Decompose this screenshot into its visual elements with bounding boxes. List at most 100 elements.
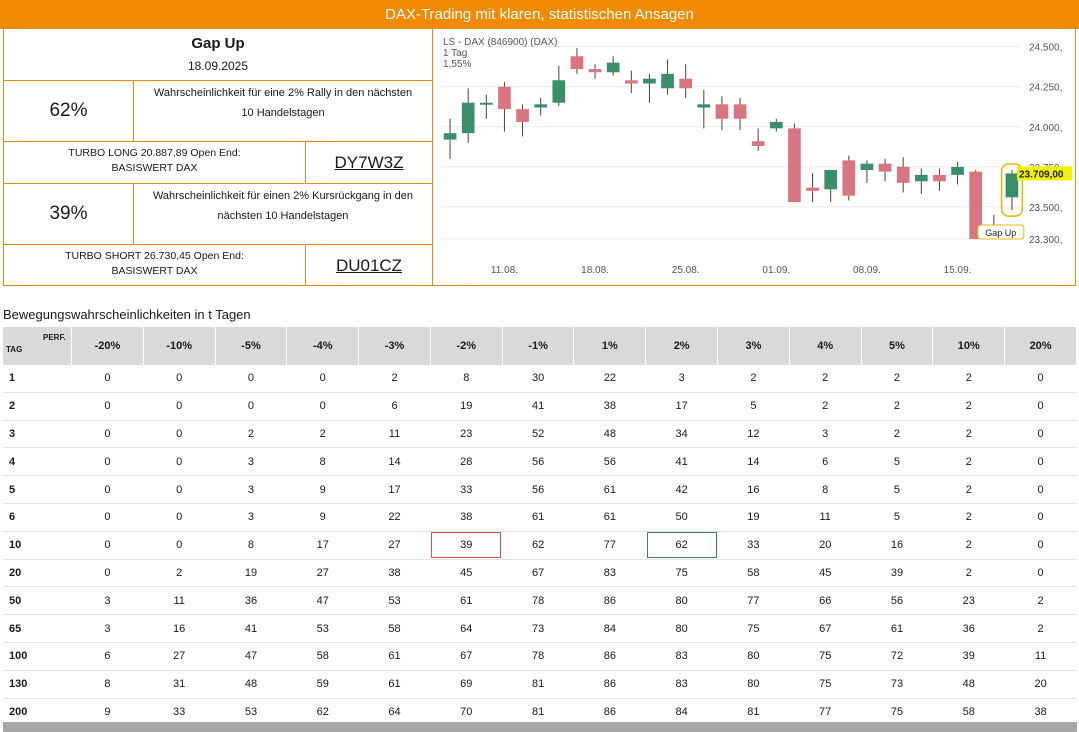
table-cell: 86 xyxy=(573,586,646,616)
row-day-label: 3 xyxy=(3,420,72,449)
table-cell: 0 xyxy=(1004,392,1077,421)
table-cell: 0 xyxy=(1004,447,1077,477)
table-cell: 36 xyxy=(215,586,287,616)
table-cell: 48 xyxy=(932,670,1005,699)
table-cell: 86 xyxy=(573,670,646,699)
last-price-label: 23.709,00 xyxy=(1019,169,1064,180)
candle-body xyxy=(661,73,674,89)
turbo-long-code-link[interactable]: DY7W3Z xyxy=(334,152,404,172)
column-header: 3% xyxy=(717,327,790,365)
table-cell: 5 xyxy=(717,392,790,421)
table-cell: 22 xyxy=(358,503,431,532)
table-cell: 16 xyxy=(861,531,933,560)
table-cell: 80 xyxy=(717,642,790,671)
x-tick-label: 08.09. xyxy=(853,265,881,276)
table-cell: 27 xyxy=(143,642,216,671)
candle-body xyxy=(842,160,856,196)
rally-text-line2: 10 Handelstagen xyxy=(241,107,325,119)
table-cell: 72 xyxy=(861,642,933,671)
gap-up-highlight xyxy=(1000,163,1024,217)
table-cell: 62 xyxy=(645,531,718,560)
table-cell: 14 xyxy=(717,447,790,477)
table-cell: 17 xyxy=(645,392,718,421)
candle-body xyxy=(824,170,838,190)
candle-body xyxy=(933,174,946,182)
table-cell: 0 xyxy=(1004,420,1077,449)
table-cell: 58 xyxy=(358,614,431,643)
table-cell: 2 xyxy=(932,503,1005,532)
table-cell: 16 xyxy=(143,614,216,643)
page-banner: DAX-Trading mit klaren, statistischen An… xyxy=(0,0,1079,29)
table-cell: 5 xyxy=(861,475,933,504)
rally-text-line1: Wahrscheinlichkeit für eine 2% Rally in … xyxy=(153,87,413,99)
table-cell: 73 xyxy=(502,614,574,643)
row-day-label: 4 xyxy=(3,447,72,477)
table-cell: 16 xyxy=(717,475,790,504)
table-cell: 33 xyxy=(717,531,790,560)
table-cell: 33 xyxy=(430,475,503,504)
table-cell: 50 xyxy=(645,503,718,532)
last-price-tag xyxy=(1017,166,1072,181)
column-header: -3% xyxy=(358,327,431,365)
perf-label: PERF. xyxy=(43,333,66,342)
table-cell: 56 xyxy=(573,447,646,477)
table-cell: 34 xyxy=(645,420,718,449)
candle-body xyxy=(715,104,729,119)
gap-up-label: Gap Up xyxy=(985,228,1016,238)
candle-body xyxy=(751,141,765,146)
table-cell: 33 xyxy=(143,698,216,727)
table-cell: 0 xyxy=(71,447,144,477)
table-cell: 0 xyxy=(143,475,216,504)
x-tick-label: 18.08. xyxy=(581,265,609,276)
signal-panel: Gap Up 18.09.2025 62% Wahrscheinlichkeit… xyxy=(3,29,433,286)
table-cell: 67 xyxy=(789,614,862,643)
gap-up-label-box xyxy=(977,224,1025,240)
signal-date: 18.09.2025 xyxy=(187,59,249,73)
table-cell: 20 xyxy=(1004,670,1077,699)
turbo-short-code-link[interactable]: DU01CZ xyxy=(335,255,403,275)
table-row: 20 0 2 19 27 38 45 67 83 75 58 45 39 2 0 xyxy=(3,559,1077,588)
table-cell: 19 xyxy=(717,503,790,532)
table-cell: 23 xyxy=(932,586,1005,616)
chart-change: 1,55% xyxy=(443,59,471,70)
table-cell: 2 xyxy=(932,559,1005,588)
table-cell: 0 xyxy=(71,392,144,421)
table-cell: 45 xyxy=(789,559,862,588)
column-header: 1% xyxy=(573,327,647,365)
candle-body xyxy=(624,80,638,84)
table-cell: 17 xyxy=(286,531,359,560)
table-cell: 3 xyxy=(71,614,144,643)
table-cell: 61 xyxy=(573,503,646,532)
table-cell: 0 xyxy=(286,392,359,421)
table-cell: 47 xyxy=(215,642,287,671)
table-cell: 3 xyxy=(215,503,287,532)
candle-body xyxy=(461,102,475,134)
table-cell: 53 xyxy=(286,614,359,643)
x-tick-label: 25.08. xyxy=(672,265,700,276)
table-cell: 11 xyxy=(358,420,431,449)
turbo-short-line1: TURBO SHORT 26.730,45 Open End: xyxy=(65,250,244,262)
candle-body xyxy=(570,56,584,70)
row-day-label: 20 xyxy=(3,559,72,588)
candle-body xyxy=(733,104,747,119)
table-cell: 14 xyxy=(358,447,431,477)
table-cell: 61 xyxy=(502,503,574,532)
table-cell: 66 xyxy=(789,586,862,616)
table-cell: 2 xyxy=(932,531,1005,560)
candle-body xyxy=(443,133,457,140)
table-cell: 8 xyxy=(215,531,287,560)
candle-body xyxy=(552,80,566,103)
table-cell: 0 xyxy=(143,531,216,560)
column-header: 20% xyxy=(1004,327,1077,365)
chart-grid xyxy=(441,46,1021,240)
row-day-label: 6 xyxy=(3,503,72,532)
turbo-short-line2: BASISWERT DAX xyxy=(111,265,198,277)
table-cell: 67 xyxy=(430,642,503,671)
table-cell: 78 xyxy=(502,642,574,671)
turbo-long-line1: TURBO LONG 20.887,89 Open End: xyxy=(68,147,241,159)
table-cell: 0 xyxy=(286,365,359,393)
table-row: 5 0 0 3 9 17 33 56 61 42 16 8 5 2 0 xyxy=(3,475,1077,504)
table-cell: 28 xyxy=(430,447,503,477)
table-cell: 61 xyxy=(861,614,933,643)
table-cell: 81 xyxy=(502,698,574,727)
